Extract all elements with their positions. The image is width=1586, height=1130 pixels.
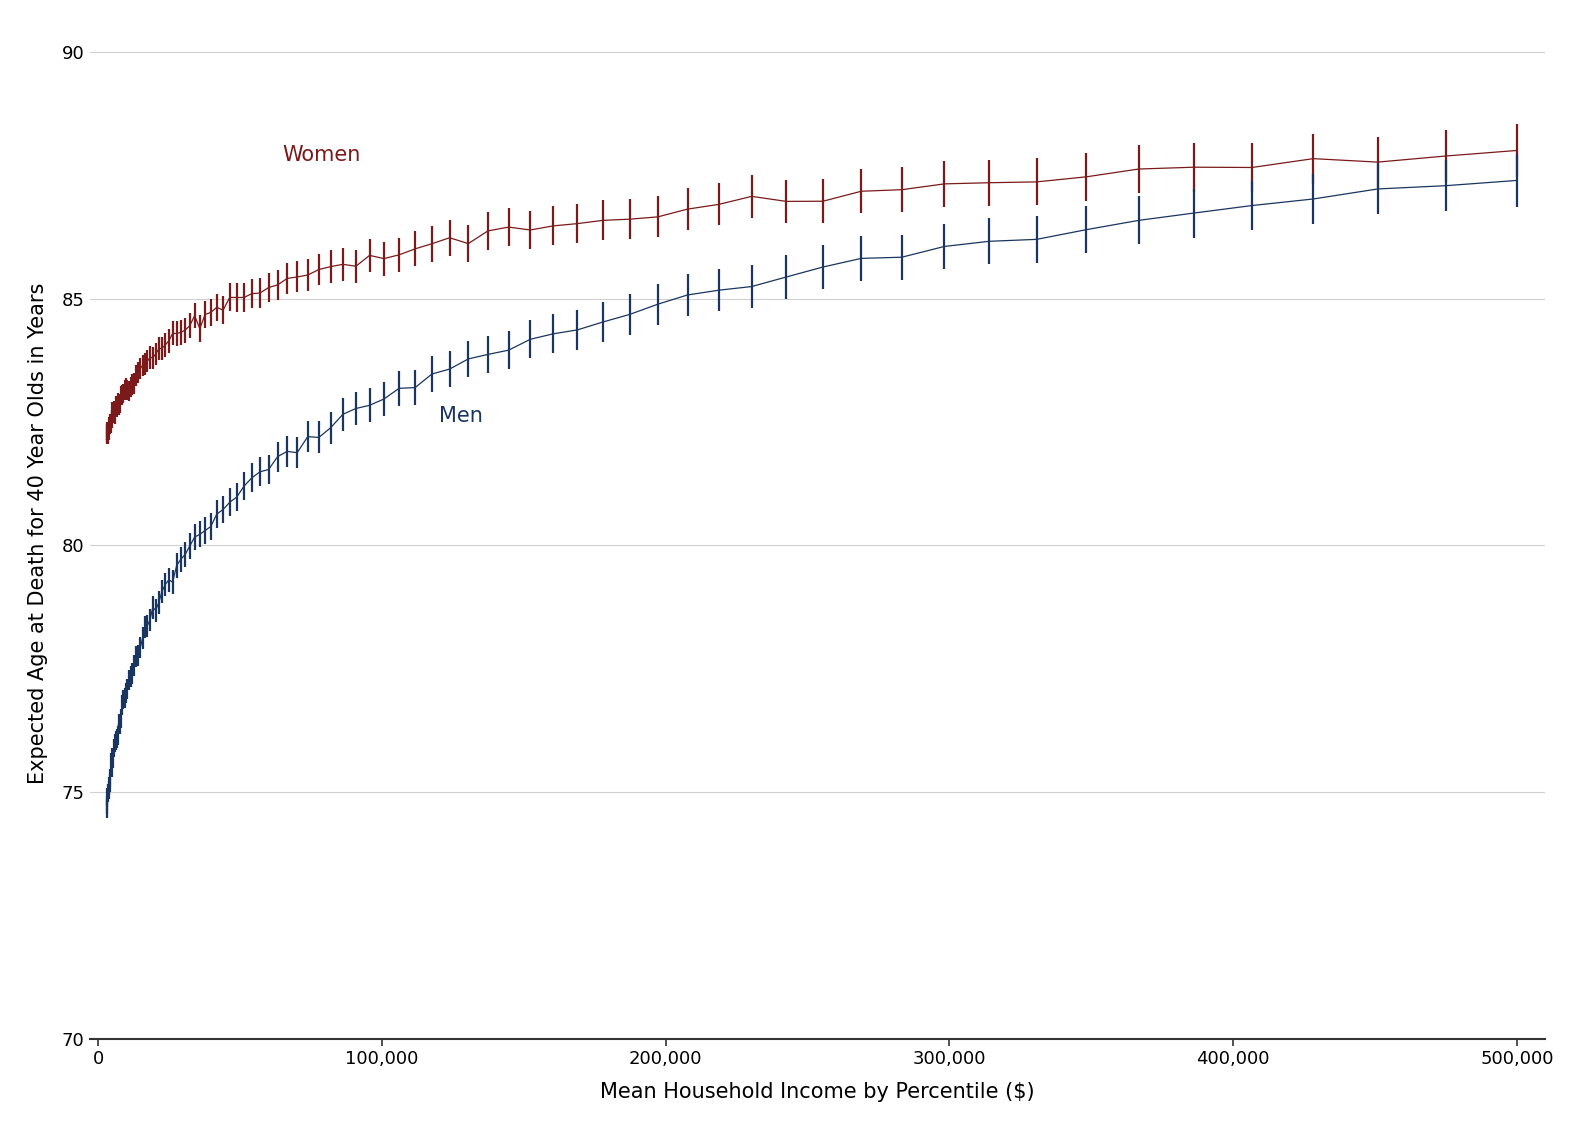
Text: Men: Men <box>439 406 482 426</box>
Text: Women: Women <box>282 145 362 165</box>
X-axis label: Mean Household Income by Percentile ($): Mean Household Income by Percentile ($) <box>600 1083 1034 1102</box>
Y-axis label: Expected Age at Death for 40 Year Olds in Years: Expected Age at Death for 40 Year Olds i… <box>29 282 48 784</box>
